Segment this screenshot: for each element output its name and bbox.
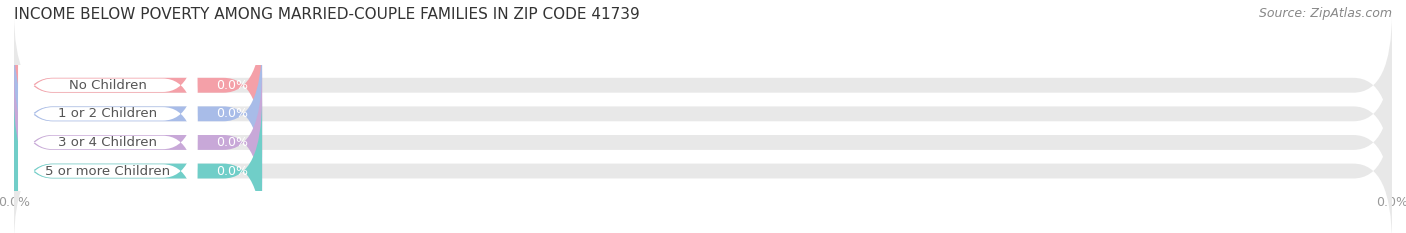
Text: 0.0%: 0.0% [217, 136, 249, 149]
FancyBboxPatch shape [14, 98, 262, 233]
Text: 0.0%: 0.0% [217, 79, 249, 92]
FancyBboxPatch shape [14, 41, 1392, 186]
Text: 1 or 2 Children: 1 or 2 Children [58, 107, 157, 120]
FancyBboxPatch shape [14, 41, 262, 186]
FancyBboxPatch shape [18, 78, 197, 207]
Text: 0.0%: 0.0% [217, 164, 249, 178]
FancyBboxPatch shape [14, 13, 262, 158]
FancyBboxPatch shape [14, 70, 1392, 215]
FancyBboxPatch shape [14, 13, 1392, 158]
Text: 3 or 4 Children: 3 or 4 Children [58, 136, 157, 149]
FancyBboxPatch shape [18, 49, 197, 179]
FancyBboxPatch shape [18, 106, 197, 233]
Text: No Children: No Children [69, 79, 146, 92]
Text: 0.0%: 0.0% [217, 107, 249, 120]
Text: INCOME BELOW POVERTY AMONG MARRIED-COUPLE FAMILIES IN ZIP CODE 41739: INCOME BELOW POVERTY AMONG MARRIED-COUPL… [14, 7, 640, 22]
Text: Source: ZipAtlas.com: Source: ZipAtlas.com [1258, 7, 1392, 20]
FancyBboxPatch shape [18, 21, 197, 150]
FancyBboxPatch shape [14, 70, 262, 215]
Text: 5 or more Children: 5 or more Children [45, 164, 170, 178]
FancyBboxPatch shape [14, 98, 1392, 233]
